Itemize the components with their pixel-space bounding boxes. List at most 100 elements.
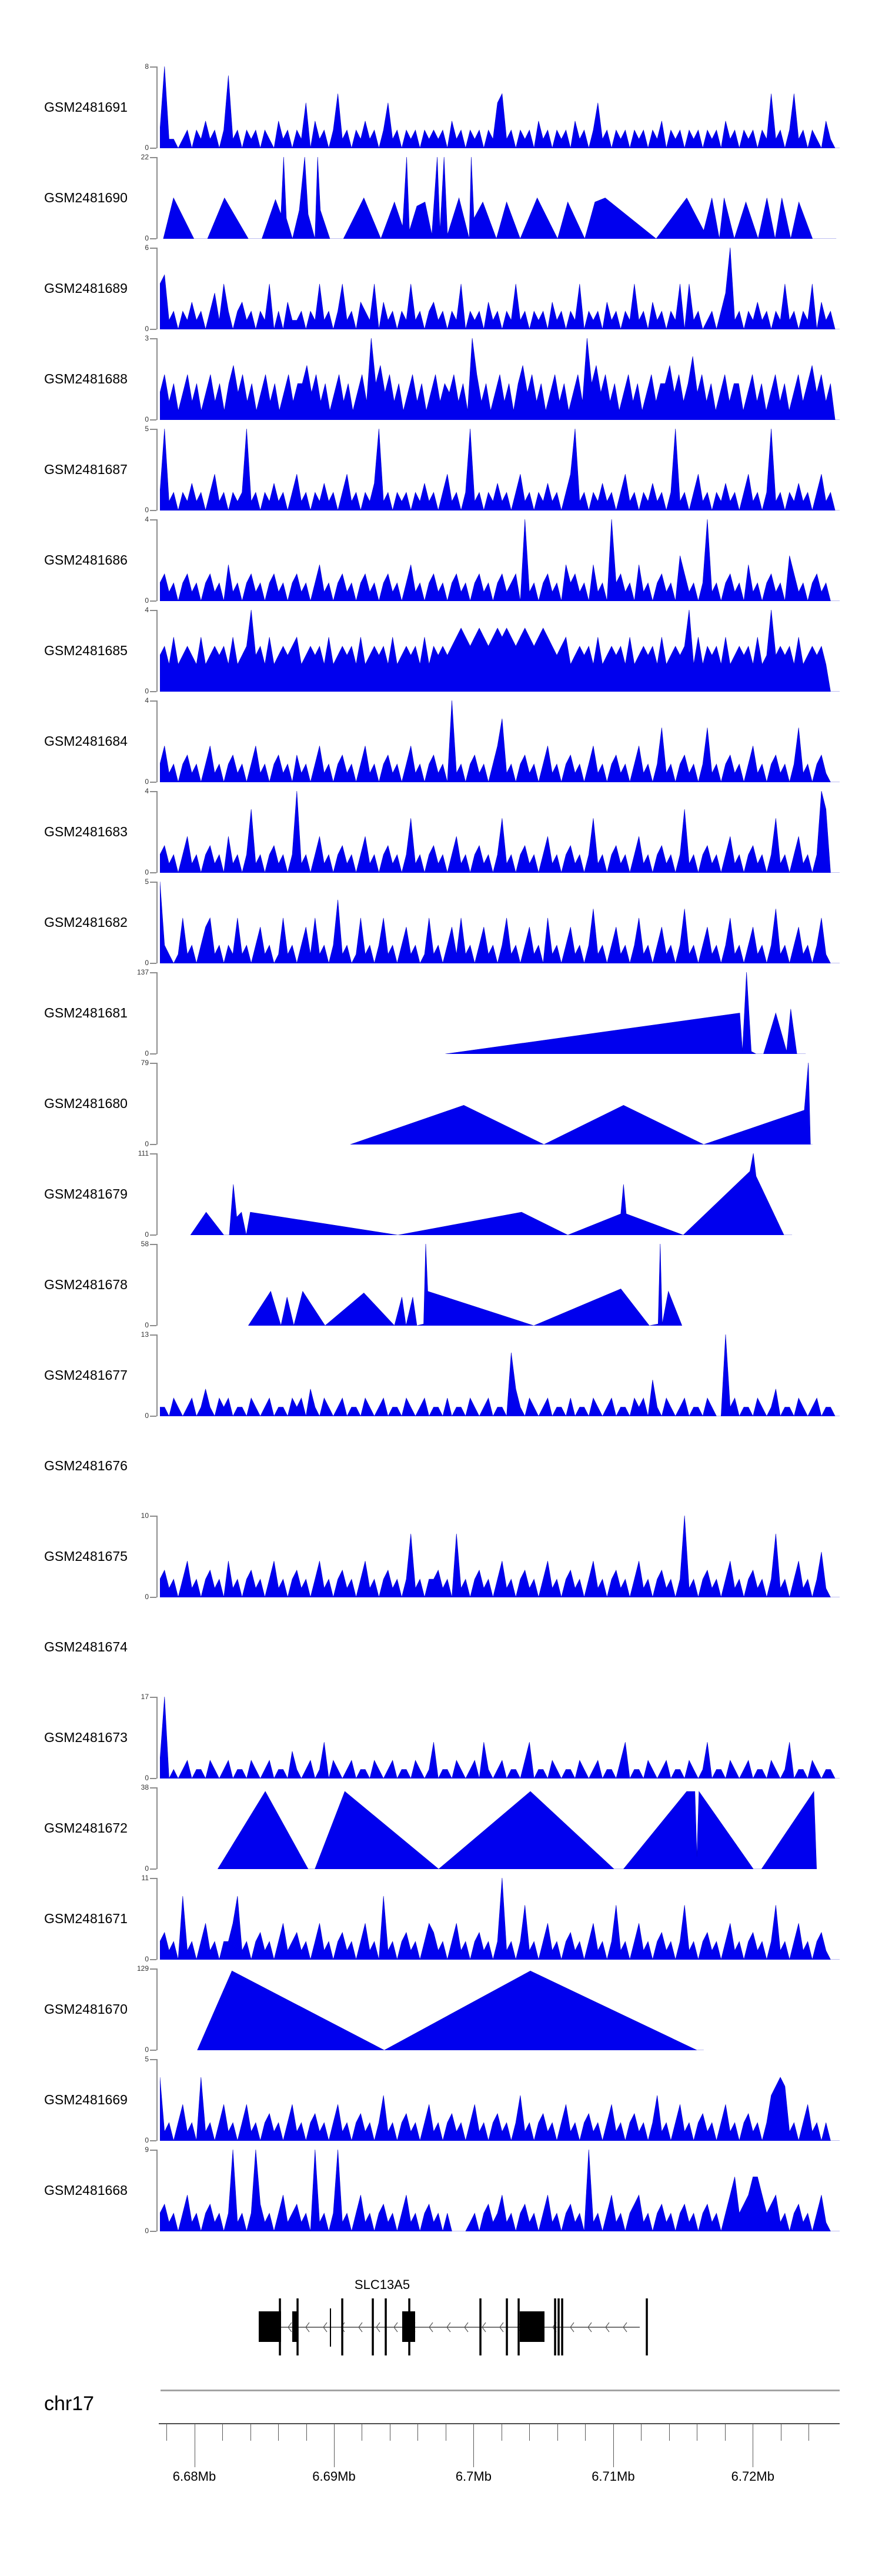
track-label: GSM2481670 xyxy=(44,2001,128,2017)
axis-minor-tick xyxy=(278,2424,279,2441)
y-axis-top-tick xyxy=(150,1516,156,1517)
axis-tick-label: 6.69Mb xyxy=(312,2469,356,2484)
track-label: GSM2481671 xyxy=(44,1911,128,1926)
axis-major-tick xyxy=(473,2424,475,2467)
axis-minor-tick xyxy=(529,2424,530,2441)
signal-polygon xyxy=(160,519,840,601)
y-axis-line xyxy=(156,66,158,148)
signal-polygon xyxy=(160,610,840,692)
y-axis-bottom-tick xyxy=(150,691,156,692)
signal-polygon xyxy=(160,700,840,782)
y-axis-line xyxy=(156,700,158,782)
track-label: GSM2481683 xyxy=(44,824,128,839)
y-max-value: 13 xyxy=(141,1330,149,1339)
y-min-value: 0 xyxy=(145,144,149,152)
y-max-value: 5 xyxy=(145,425,149,433)
y-min-value: 0 xyxy=(145,1140,149,1148)
y-axis-line xyxy=(156,1334,158,1416)
signal-polygon xyxy=(160,2150,840,2231)
y-axis-top-tick xyxy=(150,2059,156,2060)
axis-tick-label: 6.68Mb xyxy=(172,2469,216,2484)
genome-axis-line xyxy=(159,2423,840,2424)
y-axis-bottom-tick xyxy=(150,1053,156,1055)
y-axis-top-tick xyxy=(150,1968,156,1970)
y-axis-top-tick xyxy=(150,1787,156,1788)
y-min-value: 0 xyxy=(145,234,149,242)
track-label: GSM2481690 xyxy=(44,190,128,205)
axis-minor-tick xyxy=(250,2424,251,2441)
y-max-value: 79 xyxy=(141,1059,149,1067)
strand-direction-arrow-icon xyxy=(376,2322,380,2333)
y-axis-bottom-tick xyxy=(150,510,156,511)
y-max-value: 3 xyxy=(145,334,149,342)
y-axis-top-tick xyxy=(150,248,156,249)
strand-direction-arrow-icon xyxy=(288,2322,292,2333)
signal-polygon xyxy=(160,882,840,963)
strand-direction-arrow-icon xyxy=(393,2322,398,2333)
signal-area-GSM2481668 xyxy=(160,2150,840,2231)
y-axis-line xyxy=(156,519,158,601)
strand-direction-arrow-icon xyxy=(446,2322,451,2333)
track-label: GSM2481675 xyxy=(44,1549,128,1564)
gene-name-label: SLC13A5 xyxy=(354,2277,410,2292)
y-max-value: 11 xyxy=(141,1874,149,1882)
signal-area-GSM2481691 xyxy=(160,66,840,148)
y-axis-top-tick xyxy=(150,1878,156,1879)
signal-area-GSM2481690 xyxy=(163,157,837,239)
gene-exon xyxy=(561,2298,563,2355)
y-axis-top-tick xyxy=(150,1063,156,1064)
signal-area-GSM2481670 xyxy=(197,1970,704,2050)
y-axis-line xyxy=(156,429,158,510)
track-label: GSM2481687 xyxy=(44,462,128,477)
y-axis-bottom-tick xyxy=(150,872,156,873)
y-axis-bottom-tick xyxy=(150,148,156,149)
y-min-value: 0 xyxy=(145,1230,149,1239)
track-label: GSM2481678 xyxy=(44,1277,128,1292)
y-axis-top-tick xyxy=(150,972,156,973)
y-min-value: 0 xyxy=(145,1955,149,1963)
track-label: GSM2481677 xyxy=(44,1367,128,1383)
y-max-value: 17 xyxy=(141,1693,149,1701)
signal-polygon xyxy=(445,972,806,1054)
y-axis-bottom-tick xyxy=(150,2231,156,2232)
track-label: GSM2481684 xyxy=(44,733,128,749)
y-min-value: 0 xyxy=(145,506,149,514)
axis-major-tick xyxy=(613,2424,614,2467)
signal-polygon xyxy=(160,1878,840,1960)
signal-polygon xyxy=(163,157,837,239)
signal-polygon xyxy=(160,1516,840,1597)
y-axis-bottom-tick xyxy=(150,329,156,330)
signal-area-GSM2481688 xyxy=(160,338,840,420)
y-axis-bottom-tick xyxy=(150,1959,156,1960)
gene-exon xyxy=(372,2298,374,2355)
axis-minor-tick xyxy=(222,2424,223,2441)
y-axis-line xyxy=(156,1516,158,1597)
y-axis-top-tick xyxy=(150,1334,156,1336)
y-min-value: 0 xyxy=(145,1412,149,1420)
track-label: GSM2481685 xyxy=(44,643,128,658)
y-axis-bottom-tick xyxy=(150,419,156,421)
y-max-value: 4 xyxy=(145,696,149,705)
y-min-value: 0 xyxy=(145,868,149,876)
signal-polygon xyxy=(160,1334,840,1416)
gene-exon xyxy=(554,2298,556,2355)
y-axis-top-tick xyxy=(150,66,156,68)
signal-polygon xyxy=(160,66,840,148)
signal-polygon xyxy=(217,1791,817,1869)
strand-direction-arrow-icon xyxy=(587,2322,592,2333)
y-axis-bottom-tick xyxy=(150,2050,156,2051)
gene-exon xyxy=(646,2298,648,2355)
y-axis-top-tick xyxy=(150,610,156,611)
y-max-value: 8 xyxy=(145,62,149,71)
y-axis-line xyxy=(156,610,158,692)
y-axis-line xyxy=(156,972,158,1054)
signal-area-GSM2481677 xyxy=(160,1334,840,1416)
axis-tick-label: 6.7Mb xyxy=(455,2469,492,2484)
y-axis-top-tick xyxy=(150,791,156,792)
track-label: GSM2481680 xyxy=(44,1096,128,1111)
y-max-value: 129 xyxy=(136,1964,149,1973)
y-max-value: 111 xyxy=(138,1149,149,1157)
chromosome-label: chr17 xyxy=(44,2393,95,2415)
strand-direction-arrow-icon xyxy=(340,2322,345,2333)
y-min-value: 0 xyxy=(145,687,149,695)
